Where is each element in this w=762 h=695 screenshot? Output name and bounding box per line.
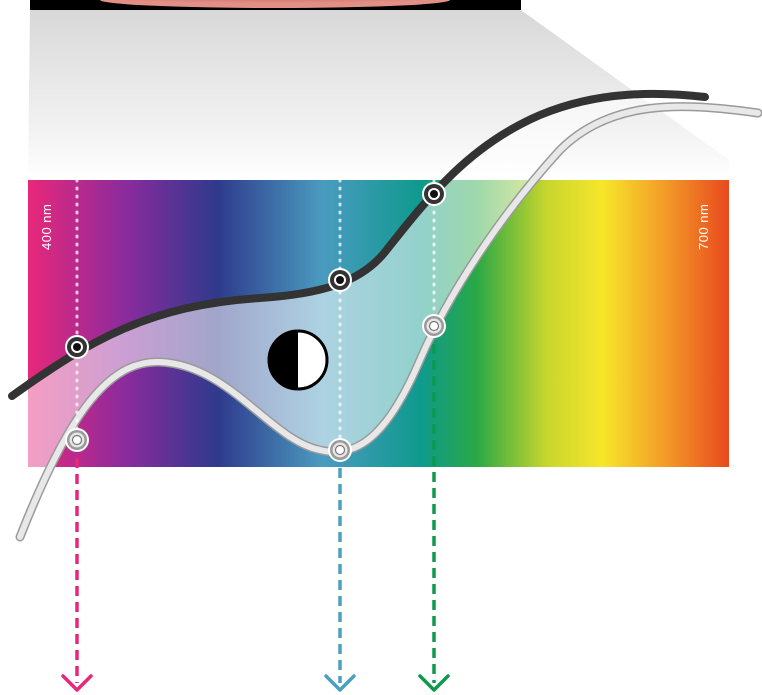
photo-strip bbox=[30, 0, 521, 10]
dark-marker bbox=[65, 335, 89, 359]
light-marker bbox=[328, 438, 352, 462]
arrow-green bbox=[418, 344, 450, 692]
dark-curve bbox=[8, 89, 709, 400]
chevron-down-icon bbox=[324, 674, 356, 692]
chevron-down-icon bbox=[61, 674, 93, 692]
light-marker bbox=[422, 314, 446, 338]
wavelength-start-label: 400 nm bbox=[39, 204, 54, 250]
dark-marker bbox=[328, 268, 352, 292]
chevron-down-icon bbox=[418, 674, 450, 692]
arrow-pink bbox=[61, 458, 93, 692]
wavelength-end-label: 700 nm bbox=[696, 204, 711, 250]
light-marker bbox=[65, 428, 89, 452]
dark-marker bbox=[422, 182, 446, 206]
arrow-blue bbox=[324, 468, 356, 692]
contrast-icon bbox=[267, 329, 329, 391]
curve-band-fill bbox=[12, 93, 758, 537]
light-curve-inner bbox=[17, 103, 761, 540]
